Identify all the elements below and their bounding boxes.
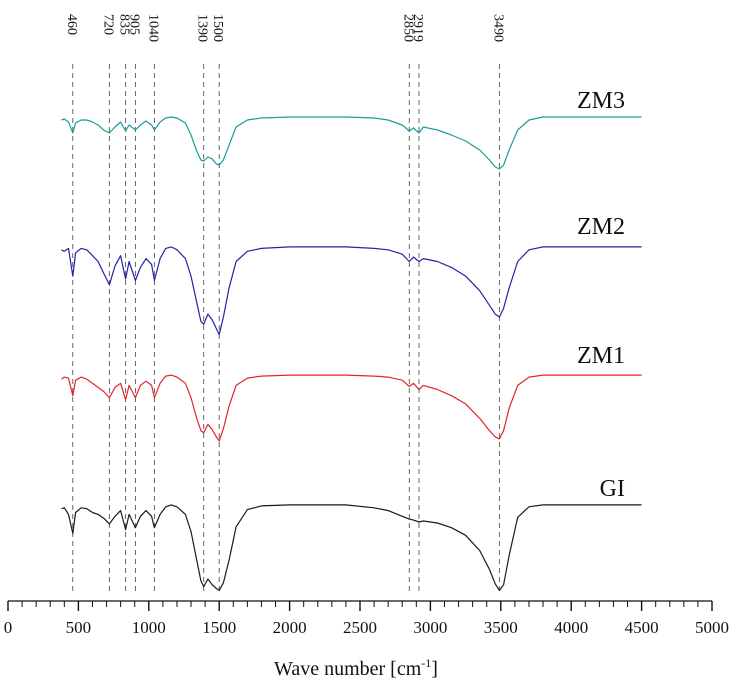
x-axis: 0 500 1000 1500 2000 2500 3000 3500 4000 4500 5000 <box>4 600 729 637</box>
series-line-gi <box>61 504 642 592</box>
series-line-zm1 <box>61 374 642 442</box>
series-label-zm3: ZM3 <box>577 88 625 114</box>
peak-marker-label: 835 <box>117 14 132 35</box>
x-tick-label: 1000 <box>132 618 166 637</box>
series-line-zm3 <box>61 116 642 170</box>
peak-marker-label: 1390 <box>195 14 210 42</box>
x-axis-ticks <box>7 601 713 611</box>
series-label-zm1: ZM1 <box>577 343 625 369</box>
x-tick-label: 500 <box>66 618 92 637</box>
x-tick-label: 0 <box>4 618 13 637</box>
x-tick-label: 1500 <box>202 618 236 637</box>
x-axis-label: Wave number [cm-1] <box>274 656 438 680</box>
x-tick-label: 4000 <box>554 618 588 637</box>
peak-marker-label: 2850 <box>400 14 415 42</box>
peak-marker-label: 460 <box>64 14 79 35</box>
series-line-zm2 <box>61 246 642 336</box>
x-axis-tick-labels: 0 500 1000 1500 2000 2500 3000 3500 4000 4500 5000 <box>4 618 729 637</box>
x-tick-label: 3500 <box>484 618 518 637</box>
series-labels: ZM3 ZM2 ZM1 GI <box>577 88 625 502</box>
peak-marker-label: 1040 <box>145 14 160 42</box>
x-tick-label: 4500 <box>625 618 659 637</box>
x-tick-label: 3000 <box>413 618 447 637</box>
series-label-zm2: ZM2 <box>577 214 625 240</box>
spectra <box>61 116 642 592</box>
x-tick-label: 2500 <box>343 618 377 637</box>
peak-marker-label: 3490 <box>490 14 505 42</box>
peak-marker-label: 1500 <box>210 14 225 42</box>
series-label-gi: GI <box>600 476 625 502</box>
x-tick-label: 2000 <box>273 618 307 637</box>
peak-marker-label: 905 <box>126 14 141 35</box>
x-tick-label: 5000 <box>695 618 729 637</box>
peak-marker-label: 720 <box>100 14 115 35</box>
peak-marker-label: 2919 <box>410 14 425 42</box>
peak-marker-lines <box>72 64 500 592</box>
